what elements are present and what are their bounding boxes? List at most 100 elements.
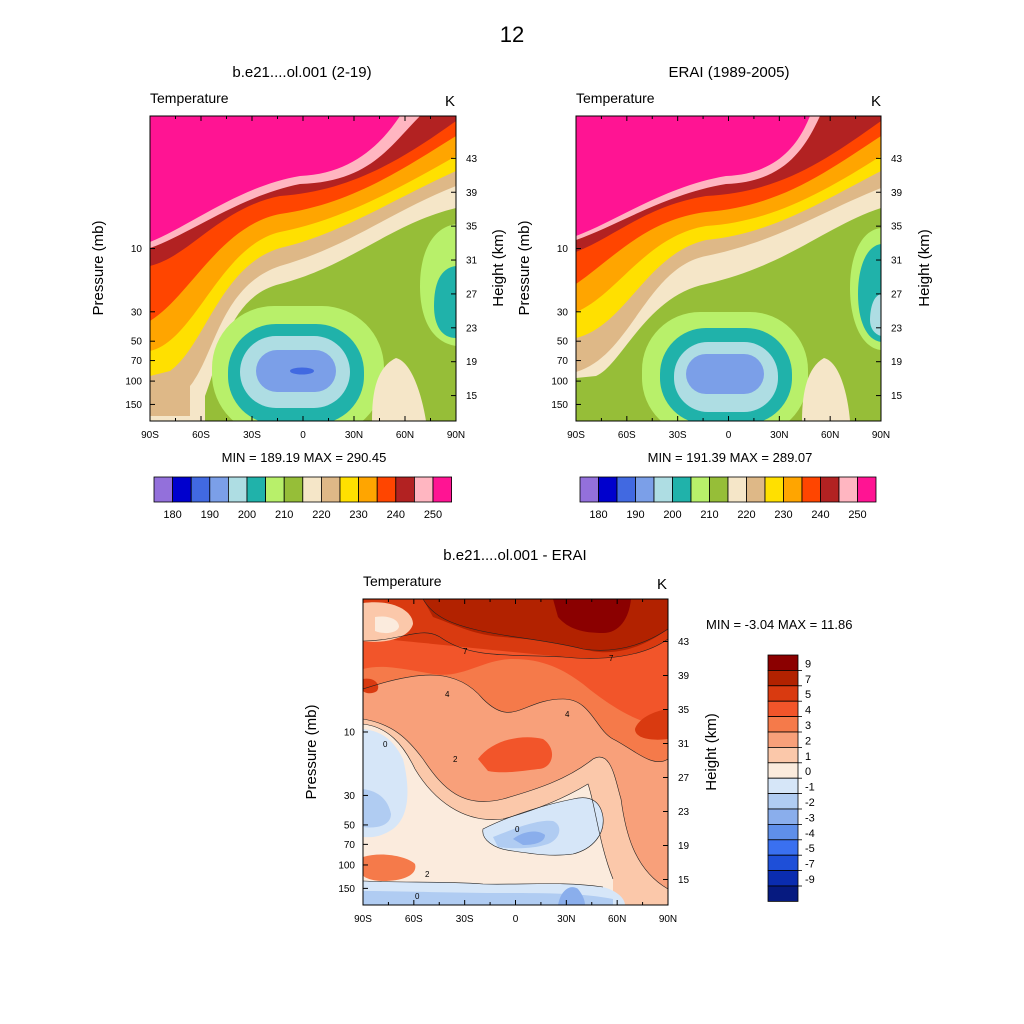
- colorbar-label: 190: [626, 509, 644, 521]
- band-fill: [363, 724, 613, 905]
- band-fill: [558, 887, 585, 905]
- y-axis-right-title: Height (km): [916, 229, 933, 307]
- figure-title: 12: [500, 22, 524, 47]
- y-axis-right-title: Height (km): [490, 229, 507, 307]
- colorbar-swatch: [320, 476, 341, 503]
- x-tick-label: 30N: [557, 914, 575, 925]
- band-fill: [372, 358, 426, 421]
- y-tick-label: 30: [131, 307, 143, 318]
- colorbar-label: 2: [805, 735, 811, 747]
- colorbar-swatch: [767, 777, 799, 795]
- band-fill: [150, 116, 400, 242]
- height-tick-label: 23: [891, 323, 903, 334]
- height-tick-label: 27: [678, 773, 690, 784]
- y-tick-label: 10: [131, 244, 143, 255]
- colorbar-swatch: [339, 476, 360, 503]
- height-tick-label: 43: [891, 154, 903, 165]
- colorbar-label: -4: [805, 828, 815, 840]
- contour-label: 4: [445, 690, 450, 699]
- height-tick-label: 31: [678, 739, 690, 750]
- band-fill: [513, 831, 545, 845]
- band-fill: [363, 891, 613, 905]
- y-tick-label: 30: [344, 791, 356, 802]
- x-tick-label: 60S: [192, 430, 210, 441]
- x-tick-label: 90N: [659, 914, 677, 925]
- y-tick-label: 100: [125, 377, 142, 388]
- colorbar: 180 190 200 210 220 230 240 250: [579, 476, 877, 521]
- height-tick-label: 39: [678, 671, 690, 682]
- contour-line: [363, 674, 668, 762]
- y-axis-title: Pressure (mb): [90, 220, 107, 315]
- y-tick-label: 150: [125, 400, 142, 411]
- height-tick-label: 15: [891, 391, 903, 402]
- band-fill: [363, 678, 379, 694]
- colorbar-swatch: [767, 716, 799, 733]
- x-tick-label: 0: [726, 430, 732, 441]
- contour-label: 0: [415, 892, 420, 901]
- height-tick-label: 15: [466, 391, 478, 402]
- colorbar-swatch: [190, 476, 211, 503]
- contour-label: 7: [609, 654, 614, 663]
- colorbar-swatch: [635, 476, 655, 503]
- height-tick-label: 43: [678, 637, 690, 648]
- y-tick-label: 100: [338, 860, 355, 871]
- panel-title: b.e21....ol.001 - ERAI: [443, 547, 586, 564]
- x-tick-label: 0: [300, 430, 306, 441]
- colorbar-label: 240: [387, 509, 405, 521]
- height-tick-label: 35: [891, 222, 903, 233]
- colorbar-label: 5: [805, 689, 811, 701]
- colorbar-swatch: [767, 670, 799, 687]
- colorbar-swatch: [432, 476, 453, 503]
- x-tick-label: 60N: [608, 914, 626, 925]
- stats-label: MIN = 191.39 MAX = 289.07: [648, 450, 813, 465]
- x-tick-label: 0: [513, 914, 519, 925]
- colorbar-swatch: [767, 839, 799, 856]
- band-fill: [635, 709, 668, 740]
- colorbar: 9 7 5 4 3 2 1 0 -1 -2 -3 -4 -5 -7 -9: [767, 654, 815, 902]
- colorbar-swatch: [709, 476, 729, 503]
- height-tick-label: 39: [891, 188, 903, 199]
- band-fill: [802, 358, 850, 421]
- x-tick-label: 90N: [872, 430, 890, 441]
- height-tick-label: 27: [466, 289, 478, 300]
- contour-line: [363, 718, 668, 890]
- contour-label: 7: [463, 647, 468, 656]
- colorbar-label: -3: [805, 812, 815, 824]
- panel-units-label: K: [445, 93, 455, 110]
- colorbar-swatch: [672, 476, 692, 503]
- colorbar-swatch: [820, 476, 840, 503]
- colorbar-label: -2: [805, 797, 815, 809]
- height-tick-label: 43: [466, 154, 478, 165]
- colorbar-swatch: [302, 476, 322, 503]
- y-axis-title: Pressure (mb): [303, 704, 320, 799]
- height-tick-label: 27: [891, 289, 903, 300]
- x-tick-label: 60S: [405, 914, 423, 925]
- y-axis-right-title: Height (km): [703, 713, 720, 791]
- colorbar-swatch: [653, 476, 673, 503]
- panel-reanalysis: ERAI (1989-2005) Temperature K: [516, 64, 933, 521]
- colorbar-label: -7: [805, 859, 815, 871]
- colorbar-label: 200: [663, 509, 681, 521]
- colorbar-swatch: [246, 476, 267, 503]
- colorbar-swatch: [616, 476, 636, 503]
- panel-units-label: K: [871, 93, 881, 110]
- colorbar-swatch: [767, 854, 799, 872]
- colorbar-swatch: [801, 476, 821, 503]
- colorbar-label: -1: [805, 782, 815, 794]
- y-tick-label: 150: [551, 400, 568, 411]
- colorbar-label: 250: [848, 509, 866, 521]
- contour-line: [363, 723, 614, 880]
- y-tick-label: 70: [344, 840, 356, 851]
- x-tick-label: 30S: [669, 430, 687, 441]
- contour-line: [422, 599, 668, 651]
- height-tick-label: 23: [678, 807, 690, 818]
- x-tick-label: 90N: [447, 430, 465, 441]
- colorbar-swatch: [172, 476, 192, 503]
- stats-label: MIN = -3.04 MAX = 11.86: [706, 617, 852, 632]
- colorbar-swatch: [767, 747, 799, 764]
- y-tick-label: 10: [344, 727, 356, 738]
- colorbar-swatch: [209, 476, 229, 503]
- contour-label: 4: [565, 710, 570, 719]
- colorbar-label: 210: [700, 509, 718, 521]
